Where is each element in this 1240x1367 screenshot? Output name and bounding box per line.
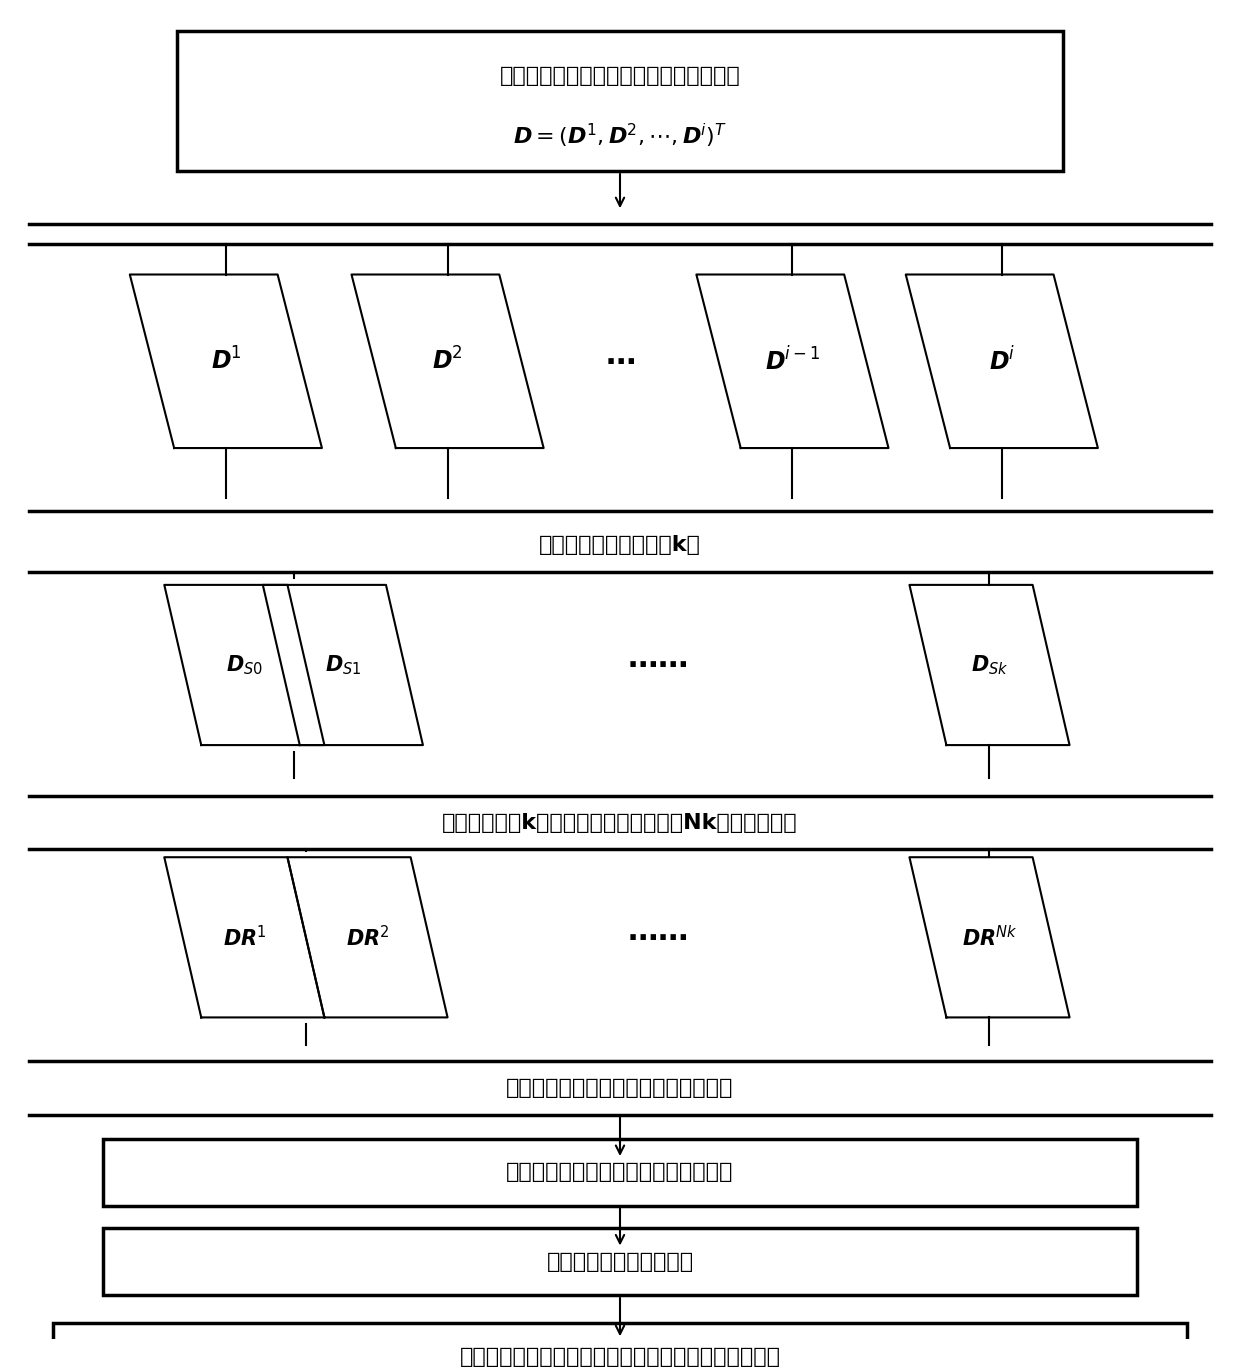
FancyBboxPatch shape [53, 1323, 1187, 1367]
Polygon shape [263, 585, 423, 745]
Polygon shape [351, 275, 543, 448]
Polygon shape [164, 857, 325, 1017]
Text: $\boldsymbol{D}_{Sk}$: $\boldsymbol{D}_{Sk}$ [971, 653, 1008, 677]
Text: 将采集数据集均等分为k份: 将采集数据集均等分为k份 [539, 534, 701, 555]
Polygon shape [905, 275, 1097, 448]
Polygon shape [909, 585, 1070, 745]
FancyBboxPatch shape [103, 1139, 1137, 1206]
Text: $\boldsymbol{D}_{S0}$: $\boldsymbol{D}_{S0}$ [226, 653, 263, 677]
Text: $\boldsymbol{D}=(\boldsymbol{D}^1,\boldsymbol{D}^2,\cdots,\boldsymbol{D}^i)^T$: $\boldsymbol{D}=(\boldsymbol{D}^1,\bolds… [513, 122, 727, 150]
Text: 将任意相邻的k小份数据重新组合，得到Nk组重组数据集: 将任意相邻的k小份数据重新组合，得到Nk组重组数据集 [443, 812, 797, 833]
Text: $\boldsymbol{D}^2$: $\boldsymbol{D}^2$ [433, 347, 463, 375]
FancyBboxPatch shape [103, 1229, 1137, 1295]
Polygon shape [909, 857, 1070, 1017]
FancyBboxPatch shape [176, 31, 1064, 171]
Polygon shape [288, 857, 448, 1017]
Text: $\boldsymbol{D}^1$: $\boldsymbol{D}^1$ [211, 347, 242, 375]
Text: $\boldsymbol{D}^i$: $\boldsymbol{D}^i$ [988, 347, 1016, 376]
Text: 代入调整数据权重的四维反演方程，求得反演成像结果: 代入调整数据权重的四维反演方程，求得反演成像结果 [460, 1346, 780, 1367]
Text: $\boldsymbol{D}^{i-1}$: $\boldsymbol{D}^{i-1}$ [765, 347, 820, 376]
Polygon shape [164, 585, 325, 745]
Text: 取当前所有的重组数据集进行四维反演: 取当前所有的重组数据集进行四维反演 [506, 1079, 734, 1098]
Text: $\boldsymbol{\cdots\cdots}$: $\boldsymbol{\cdots\cdots}$ [626, 651, 687, 679]
Text: $\boldsymbol{DR}^1$: $\boldsymbol{DR}^1$ [223, 924, 267, 950]
Text: 采集的一系列拥有完整电极排列的数据集: 采集的一系列拥有完整电极排列的数据集 [500, 66, 740, 86]
Polygon shape [697, 275, 889, 448]
Text: $\boldsymbol{D}_{S1}$: $\boldsymbol{D}_{S1}$ [325, 653, 361, 677]
Text: $\boldsymbol{\cdots}$: $\boldsymbol{\cdots}$ [605, 347, 635, 376]
Text: $\boldsymbol{DR}^2$: $\boldsymbol{DR}^2$ [346, 924, 389, 950]
Text: $\boldsymbol{DR}^{Nk}$: $\boldsymbol{DR}^{Nk}$ [962, 924, 1017, 950]
Text: $\boldsymbol{\cdots\cdots}$: $\boldsymbol{\cdots\cdots}$ [626, 923, 687, 951]
Text: 选取适当的光滑约束权重: 选取适当的光滑约束权重 [547, 1252, 693, 1271]
Text: 利用最新采集的数据计算数据响应因子: 利用最新采集的数据计算数据响应因子 [506, 1162, 734, 1182]
Polygon shape [130, 275, 322, 448]
